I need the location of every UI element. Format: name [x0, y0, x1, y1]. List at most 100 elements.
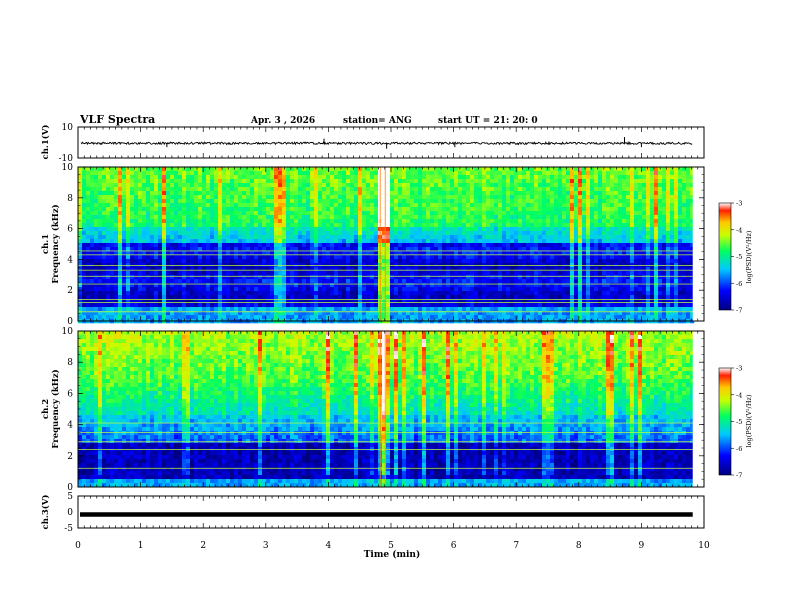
spectrogram-cell	[542, 283, 547, 288]
spectrogram-cell	[202, 191, 207, 196]
spectrogram-cell	[182, 195, 187, 200]
spectrogram-cell	[286, 275, 291, 280]
spectrogram-cell	[538, 195, 543, 200]
spectrogram-cell	[490, 239, 495, 244]
spectrogram-cell	[374, 243, 379, 248]
spectrogram-cell	[162, 243, 167, 248]
spectrogram-cell	[346, 183, 351, 188]
spectrogram-cell	[578, 183, 583, 188]
spectrogram-cell	[502, 211, 507, 216]
spectrogram-cell	[154, 171, 159, 176]
spectrogram-cell	[334, 267, 339, 272]
spectrogram-cell	[350, 183, 355, 188]
spectrogram-cell	[594, 191, 599, 196]
spectrogram-cell	[474, 267, 479, 272]
spectrogram-cell	[518, 187, 523, 192]
spectrogram-cell	[374, 167, 379, 172]
spectrogram-cell	[194, 219, 199, 224]
spectrogram-cell	[126, 211, 131, 216]
spectrogram-cell	[574, 223, 579, 228]
spectrogram-cell	[210, 203, 215, 208]
spectrogram-cell	[450, 183, 455, 188]
spectrogram-cell	[522, 207, 527, 212]
spectrogram-cell	[650, 203, 655, 208]
spectrogram-cell	[202, 195, 207, 200]
spectrogram-cell	[666, 223, 671, 228]
spectrogram-cell	[670, 275, 675, 280]
spectrogram-cell	[498, 219, 503, 224]
spectrogram-cell	[382, 195, 387, 200]
spectrogram-cell	[374, 247, 379, 252]
spectrogram-cell	[646, 275, 651, 280]
spectrogram-cell	[502, 227, 507, 232]
spectrogram-cell	[374, 271, 379, 276]
spectrogram-cell	[254, 223, 259, 228]
spectrogram-cell	[174, 239, 179, 244]
spectrogram-cell	[638, 219, 643, 224]
spectrogram-cell	[118, 275, 123, 280]
spectrogram-cell	[498, 207, 503, 212]
spectrogram-cell	[410, 171, 415, 176]
spectrogram-cell	[414, 175, 419, 180]
spectrogram-cell	[246, 227, 251, 232]
spectrogram-cell	[610, 207, 615, 212]
spectrogram-cell	[546, 275, 551, 280]
spectrogram-cell	[406, 247, 411, 252]
spectrogram-cell	[654, 255, 659, 260]
spectrogram-cell	[262, 171, 267, 176]
spectrogram-cell	[446, 287, 451, 292]
spectrogram-cell	[166, 235, 171, 240]
spectrogram-cell	[154, 195, 159, 200]
spectrogram-cell	[366, 187, 371, 192]
spectrogram-cell	[382, 259, 387, 264]
spectrogram-cell	[210, 291, 215, 296]
spectrogram-cell	[538, 191, 543, 196]
spectrogram-cell	[686, 179, 691, 184]
spectrogram-cell	[90, 251, 95, 256]
spectrogram-cell	[78, 207, 83, 212]
spectrogram-cell	[654, 183, 659, 188]
spectrogram-cell	[554, 259, 559, 264]
spectrogram-cell	[522, 259, 527, 264]
spectrogram-cell	[170, 283, 175, 288]
spectrogram-cell	[634, 287, 639, 292]
spectrogram-cell	[186, 287, 191, 292]
spectrogram-cell	[418, 287, 423, 292]
spectrogram-cell	[558, 279, 563, 284]
spectrogram-cell	[166, 191, 171, 196]
spectrogram-cell	[578, 275, 583, 280]
spectrogram-cell	[262, 219, 267, 224]
spectrogram-cell	[250, 207, 255, 212]
spectrogram-cell	[146, 211, 151, 216]
spectrogram-cell	[670, 167, 675, 172]
spectrogram-cell	[490, 251, 495, 256]
spectrogram-cell	[298, 279, 303, 284]
spectrogram-cell	[458, 183, 463, 188]
spectrogram-cell	[110, 247, 115, 252]
spectrogram-cell	[386, 227, 391, 232]
spectrogram-cell	[614, 239, 619, 244]
spectrogram-cell	[82, 203, 87, 208]
spectrogram-cell	[518, 191, 523, 196]
spectrogram-cell	[538, 215, 543, 220]
spectrogram-cell	[506, 195, 511, 200]
spectrogram-cell	[242, 259, 247, 264]
spectrogram-cell	[78, 247, 83, 252]
spectrogram-cell	[242, 227, 247, 232]
spectrogram-cell	[398, 267, 403, 272]
spectrogram-cell	[474, 183, 479, 188]
spectrogram-cell	[558, 179, 563, 184]
spectrogram-cell	[134, 255, 139, 260]
spectrogram-cell	[674, 291, 679, 296]
spectrogram-cell	[282, 167, 287, 172]
spectrogram-cell	[410, 183, 415, 188]
spectrogram-cell	[658, 175, 663, 180]
spectrogram-cell	[594, 243, 599, 248]
spectrogram-cell	[98, 227, 103, 232]
spectrogram-cell	[538, 203, 543, 208]
spectrogram-cell	[462, 199, 467, 204]
spectrogram-cell	[194, 231, 199, 236]
spectrogram-cell	[98, 259, 103, 264]
spectrogram-cell	[110, 203, 115, 208]
spectrogram-cell	[298, 175, 303, 180]
